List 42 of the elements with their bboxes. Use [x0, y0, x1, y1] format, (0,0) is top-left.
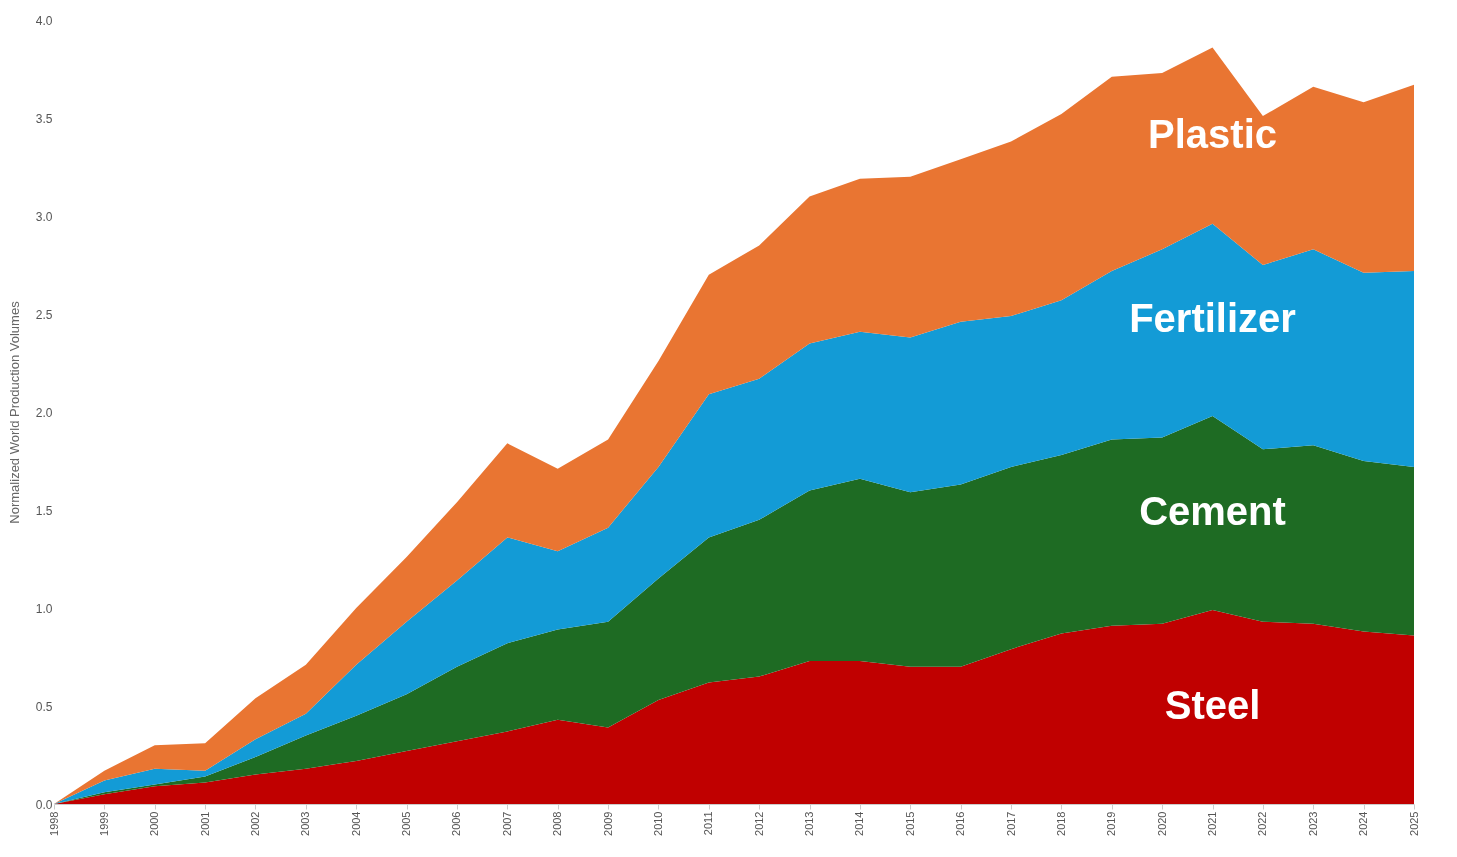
- y-tick-label: 0.0: [35, 797, 53, 812]
- x-tick-label: 2009: [601, 811, 614, 836]
- x-tick-label: 2004: [349, 811, 362, 836]
- y-tick-label: 1.0: [35, 601, 53, 616]
- series-label: Steel: [1164, 682, 1261, 727]
- x-tick-label: 2022: [1256, 811, 1269, 836]
- x-tick-label: 2007: [500, 811, 513, 836]
- x-tick-label: 2012: [752, 811, 765, 836]
- y-axis-title: Normalized World Production Volumes: [6, 300, 22, 524]
- x-tick-label: 2025: [1407, 811, 1420, 836]
- y-tick-label: 0.5: [35, 699, 53, 714]
- y-tick-label: 2.0: [35, 405, 53, 420]
- x-tick-label: 2008: [551, 811, 564, 836]
- x-tick-label: 2002: [248, 811, 261, 836]
- y-tick-label: 2.5: [35, 307, 53, 322]
- x-tick-label: 2019: [1105, 811, 1118, 836]
- y-tick-label: 3.5: [35, 111, 53, 126]
- x-tick-label: 2011: [702, 811, 715, 836]
- x-tick-label: 1999: [97, 811, 110, 836]
- x-tick-label: 2016: [954, 811, 967, 836]
- series-label: Plastic: [1148, 111, 1277, 156]
- x-tick-label: 2024: [1357, 811, 1370, 836]
- x-tick-label: 2005: [400, 811, 413, 836]
- series-label: Fertilizer: [1129, 295, 1296, 340]
- x-tick-label: 2013: [803, 811, 816, 836]
- x-tick-label: 2020: [1155, 811, 1168, 836]
- x-tick-label: 2018: [1054, 811, 1067, 836]
- x-tick-label: 2014: [853, 811, 866, 836]
- x-tick-label: 1998: [47, 811, 60, 836]
- x-tick-label: 2015: [903, 811, 916, 836]
- x-tick-label: 2021: [1206, 811, 1219, 836]
- x-tick-label: 2017: [1004, 811, 1017, 836]
- x-tick-label: 2000: [148, 811, 161, 836]
- y-tick-label: 1.5: [35, 503, 53, 518]
- x-tick-label: 2006: [450, 811, 463, 836]
- x-tick-label: 2001: [198, 811, 211, 836]
- x-tick-label: 2003: [299, 811, 312, 836]
- x-tick-label: 2010: [651, 811, 664, 836]
- y-tick-label: 4.0: [35, 13, 53, 28]
- y-tick-label: 3.0: [35, 209, 53, 224]
- series-label: Cement: [1139, 488, 1286, 533]
- x-tick-label: 2023: [1306, 811, 1319, 836]
